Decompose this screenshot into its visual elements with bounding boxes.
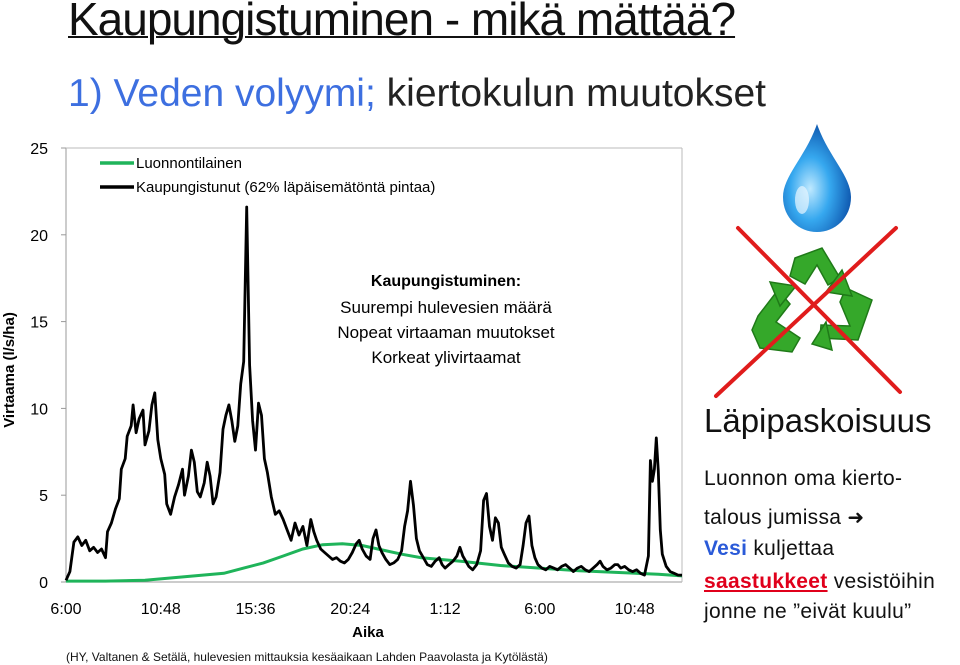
x-tick-label: 10:48 xyxy=(141,601,181,618)
side-word-saastukkeet: saastukkeet xyxy=(704,570,828,593)
slide-title: Kaupungistuminen - mikä mättää? xyxy=(68,0,736,45)
y-axis-label: Virtaama (l/s/ha) xyxy=(1,312,18,428)
subtitle-accent: 1) Veden volyymi; xyxy=(68,72,376,115)
arrow-right-icon: ➜ xyxy=(847,507,865,529)
annotation-title: Kaupungistuminen: xyxy=(371,273,521,290)
side-text-line-1: Luonnon oma kierto- xyxy=(704,467,903,490)
recycle-icon xyxy=(751,247,873,353)
x-tick-label: 1:12 xyxy=(430,601,461,618)
side-text-line-3: Vesi kuljettaa xyxy=(704,537,834,561)
y-tick-label: 25 xyxy=(30,141,48,158)
y-tick-label: 20 xyxy=(30,228,48,245)
legend-label-urban: Kaupungistunut (62% läpäisemätöntä pinta… xyxy=(136,179,435,196)
legend-label-natural: Luonnontilainen xyxy=(136,155,242,172)
annotation-line-3: Korkeat ylivirtaamat xyxy=(371,348,521,367)
side-text-line-3-rest: kuljettaa xyxy=(747,537,835,560)
side-text-line-5: jonne ne ”eivät kuulu” xyxy=(704,600,912,623)
cross-out-icon xyxy=(714,226,902,398)
side-text-line-4: saastukkeet vesistöihin xyxy=(704,570,935,594)
x-tick-label: 10:48 xyxy=(615,601,655,618)
x-tick-label: 6:00 xyxy=(524,601,555,618)
side-text-line-4-rest: vesistöihin xyxy=(827,570,936,593)
water-drop-icon xyxy=(783,124,851,232)
series-line-urban xyxy=(64,205,682,581)
slide-subtitle: 1) Veden volyymi; kiertokulun muutokset xyxy=(68,72,766,116)
subtitle-rest: kiertokulun muutokset xyxy=(375,72,767,115)
source-note: (HY, Valtanen & Setälä, hulevesien mitta… xyxy=(66,650,548,664)
y-tick-label: 15 xyxy=(30,315,48,332)
y-tick-label: 0 xyxy=(39,575,48,592)
y-tick-label: 5 xyxy=(39,488,48,505)
side-text-line-2: talous jumissa ➜ xyxy=(704,505,864,530)
side-word-vesi: Vesi xyxy=(704,537,748,560)
annotation-line-2: Nopeat virtaaman muutokset xyxy=(337,323,555,342)
annotation-line-1: Suurempi hulevesien määrä xyxy=(340,298,552,317)
series-line-natural xyxy=(66,542,683,583)
x-axis-label: Aika xyxy=(352,624,384,641)
x-tick-label: 6:00 xyxy=(50,601,81,618)
side-text-line-2-text: talous jumissa xyxy=(704,506,842,529)
side-heading: Läpipaskoisuus xyxy=(704,402,932,439)
x-tick-label: 20:24 xyxy=(330,601,370,618)
x-tick-label: 15:36 xyxy=(236,601,276,618)
y-tick-label: 10 xyxy=(30,401,48,418)
